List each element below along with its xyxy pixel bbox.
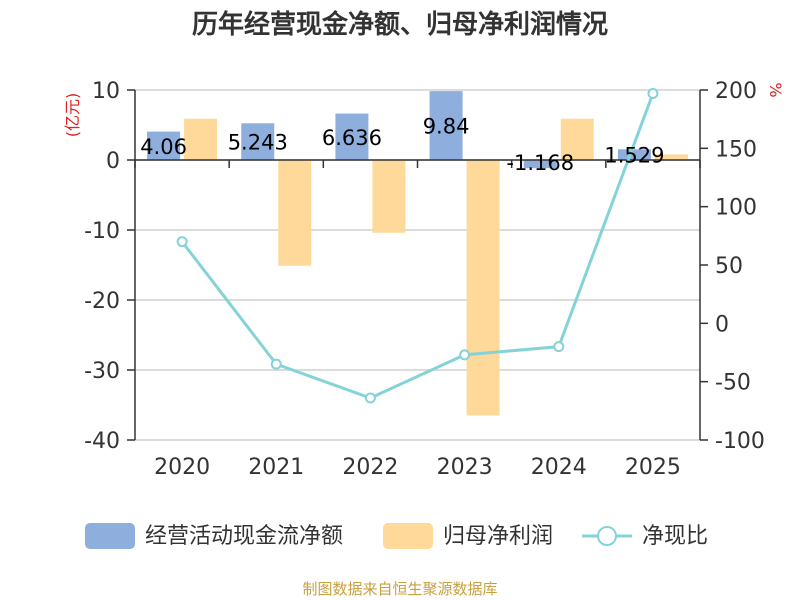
left-tick-label: -30 [84, 359, 120, 384]
bar-cashflow [241, 123, 275, 160]
bar-cashflow [617, 149, 651, 160]
bar-cashflow [429, 91, 463, 160]
series-net-profit [184, 118, 688, 416]
left-tick-label: -10 [84, 219, 120, 244]
bar-net-profit [372, 160, 406, 233]
right-tick-label: 150 [715, 137, 757, 162]
series-cash-ratio [176, 88, 659, 404]
legend-label-profit: 归母净利润 [443, 524, 553, 549]
bar-cashflow [335, 113, 369, 160]
right-tick-label: 50 [715, 254, 743, 279]
line-cash-ratio [180, 92, 655, 400]
series-operating-cashflow [147, 91, 651, 169]
right-tick-label: -50 [715, 371, 751, 396]
x-tick-label: 2024 [531, 455, 587, 480]
legend-marker-ratio [597, 526, 617, 546]
source-note: 制图数据来自恒生聚源数据库 [302, 580, 497, 598]
data-label-cashflow: 9.84 [423, 115, 470, 139]
x-tick-label: 2023 [437, 455, 493, 480]
right-tick-label: 0 [715, 312, 729, 337]
bar-net-profit [466, 160, 500, 416]
chart-title: 历年经营现金净额、归母净利润情况 [192, 9, 608, 40]
left-axis-unit: (亿元) [63, 93, 82, 138]
bar-net-profit [654, 154, 688, 160]
left-tick-label: 10 [92, 79, 120, 104]
legend-label-ratio: 净现比 [642, 524, 708, 549]
bar-net-profit [560, 118, 594, 160]
point-cash-ratio [176, 236, 188, 248]
legend: 经营活动现金流净额 归母净利润 净现比 [85, 523, 708, 549]
legend-label-cashflow: 经营活动现金流净额 [145, 524, 343, 549]
point-cash-ratio [553, 341, 565, 353]
data-label-cashflow: 5.243 [228, 131, 288, 155]
left-tick-label: -20 [84, 289, 120, 314]
bar-net-profit [278, 160, 312, 266]
point-cash-ratio [459, 349, 471, 361]
grid-lines [135, 89, 700, 441]
right-tick-label: -100 [715, 429, 765, 454]
legend-swatch-profit [383, 523, 433, 549]
bar-net-profit [184, 118, 218, 160]
data-label-cashflow: 1.529 [604, 144, 664, 168]
left-tick-label: -40 [84, 429, 120, 454]
right-axis-unit: % [766, 82, 785, 97]
left-tick-label: 0 [106, 149, 120, 174]
right-tick-label: 100 [715, 196, 757, 221]
data-label-cashflow: 4.06 [140, 135, 187, 159]
data-labels: 4.06 5.243 6.636 9.84 -1.168 1.529 [140, 115, 664, 175]
point-cash-ratio [270, 358, 282, 370]
bar-cashflow [147, 131, 181, 160]
legend-swatch-cashflow [85, 523, 135, 549]
bar-cashflow [523, 160, 557, 169]
point-cash-ratio [647, 88, 659, 99]
data-label-cashflow: -1.168 [506, 151, 574, 175]
x-tick-label: 2022 [342, 455, 398, 480]
x-tick-label: 2021 [248, 455, 304, 480]
x-tick-label: 2020 [154, 455, 210, 480]
data-label-cashflow: 6.636 [322, 126, 382, 150]
point-cash-ratio [364, 392, 376, 404]
x-tick-label: 2025 [625, 455, 681, 480]
right-tick-label: 200 [715, 79, 757, 104]
